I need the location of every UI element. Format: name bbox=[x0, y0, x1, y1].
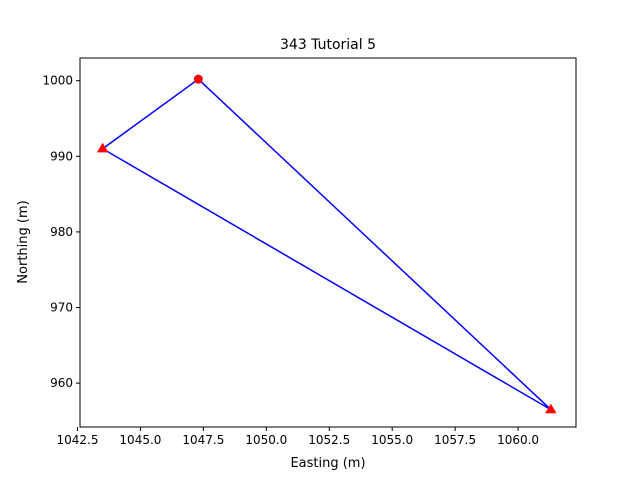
x-tick-label: 1047.5 bbox=[182, 433, 224, 447]
circle-marker bbox=[193, 74, 203, 84]
traverse-line bbox=[101, 78, 552, 411]
y-tick-label: 970 bbox=[50, 301, 73, 315]
x-tick-label: 1057.5 bbox=[434, 433, 476, 447]
plot-area bbox=[96, 74, 557, 414]
y-axis: 960 970 980 990 1000 bbox=[42, 74, 80, 390]
y-tick-label: 990 bbox=[50, 149, 73, 163]
x-tick-label: 1050.0 bbox=[245, 433, 287, 447]
y-tick-label: 960 bbox=[50, 376, 73, 390]
x-tick-label: 1042.5 bbox=[56, 433, 98, 447]
chart-title: 343 Tutorial 5 bbox=[280, 37, 376, 53]
y-tick-label: 980 bbox=[50, 225, 73, 239]
axes-frame bbox=[79, 57, 577, 428]
x-axis-label: Easting (m) bbox=[290, 456, 365, 471]
x-tick-label: 1055.0 bbox=[371, 433, 413, 447]
x-axis: 1042.5 1045.0 1047.5 1050.0 1052.5 1055.0 1057… bbox=[56, 427, 539, 447]
triangle-marker bbox=[545, 403, 557, 414]
y-axis-label: Northing (m) bbox=[16, 200, 31, 283]
x-tick-label: 1052.5 bbox=[308, 433, 350, 447]
x-tick-label: 1060.0 bbox=[497, 433, 539, 447]
triangle-marker bbox=[96, 142, 109, 153]
y-tick-label: 1000 bbox=[42, 74, 73, 88]
x-tick-label: 1045.0 bbox=[119, 433, 161, 447]
